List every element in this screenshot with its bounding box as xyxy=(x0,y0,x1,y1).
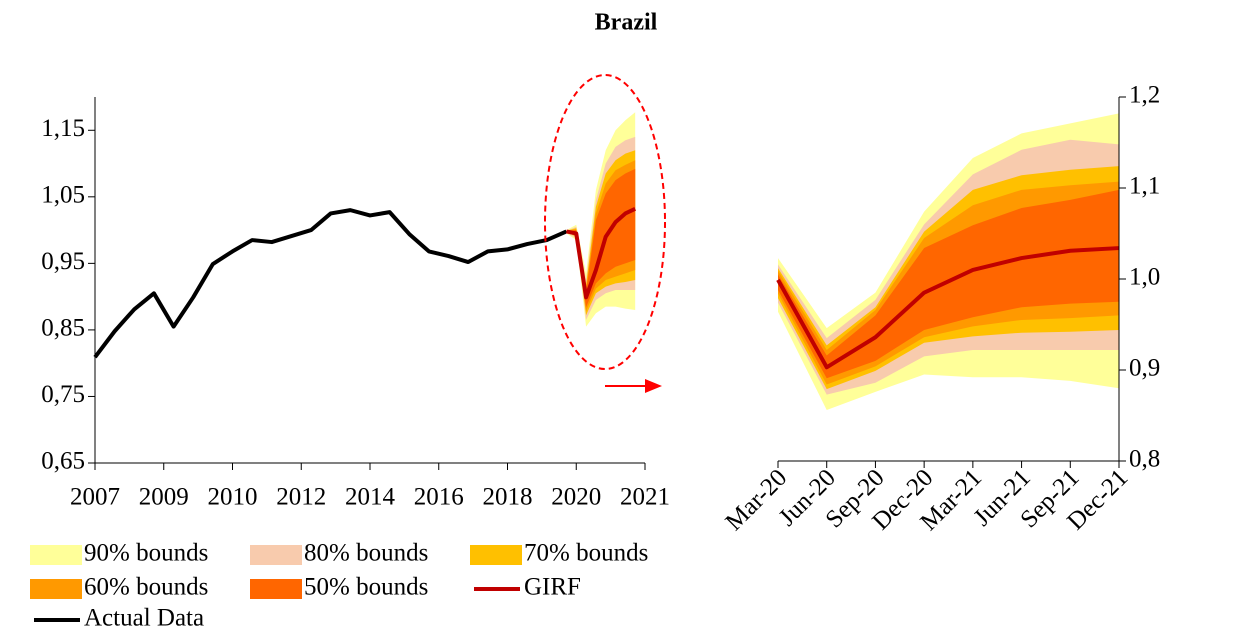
x-tick-label: 2021 xyxy=(620,484,670,511)
y-tick-label: 0,75 xyxy=(41,381,85,408)
legend-label: 60% bounds xyxy=(84,574,208,601)
y-tick-label: 0,85 xyxy=(41,315,85,342)
y-tick-label: 1,0 xyxy=(1129,264,1160,291)
legend-swatch xyxy=(250,579,302,599)
legend-label: 50% bounds xyxy=(304,574,428,601)
legend-swatch xyxy=(30,579,82,599)
x-tick-label: 2018 xyxy=(483,484,533,511)
y-tick-label: 0,8 xyxy=(1129,446,1160,473)
chart-title: Brazil xyxy=(595,10,658,36)
legend-swatch xyxy=(30,545,82,565)
x-tick-label: 2012 xyxy=(276,484,326,511)
data-line xyxy=(566,206,637,300)
legend-label: Actual Data xyxy=(84,605,204,632)
legend-label: 80% bounds xyxy=(304,540,428,567)
y-tick-label: 1,2 xyxy=(1129,82,1160,109)
legend-label: GIRF xyxy=(524,574,581,601)
x-tick-label: 2020 xyxy=(551,484,601,511)
arrow-head xyxy=(645,379,662,393)
legend-swatch xyxy=(470,545,522,565)
x-tick-label: 2014 xyxy=(345,484,396,511)
plots: 0,65 0,75 0,85 0,95 1,05 1,15 2007 2009 2010 2012… xyxy=(30,82,1160,632)
x-tick-label: 2016 xyxy=(414,484,464,511)
legend-label: 90% bounds xyxy=(84,540,208,567)
fan-band xyxy=(566,168,636,308)
data-line xyxy=(93,208,568,359)
x-tick-label: Mar-20 xyxy=(721,464,793,536)
legend-swatch xyxy=(250,545,302,565)
y-tick-label: 1,1 xyxy=(1129,173,1160,200)
highlight-ellipse xyxy=(544,74,666,370)
x-tick-label: 2010 xyxy=(208,484,258,511)
legend-label: 70% bounds xyxy=(524,540,648,567)
y-tick-label: 1,05 xyxy=(41,182,85,209)
y-tick-label: 0,9 xyxy=(1129,355,1160,382)
x-tick-label: 2009 xyxy=(139,484,189,511)
y-tick-label: 1,15 xyxy=(41,115,85,142)
y-tick-label: 0,65 xyxy=(41,448,85,475)
fan-band xyxy=(778,189,1119,379)
data-line xyxy=(776,246,1120,370)
y-tick-label: 0,95 xyxy=(41,248,85,275)
x-tick-label: 2007 xyxy=(70,484,120,511)
